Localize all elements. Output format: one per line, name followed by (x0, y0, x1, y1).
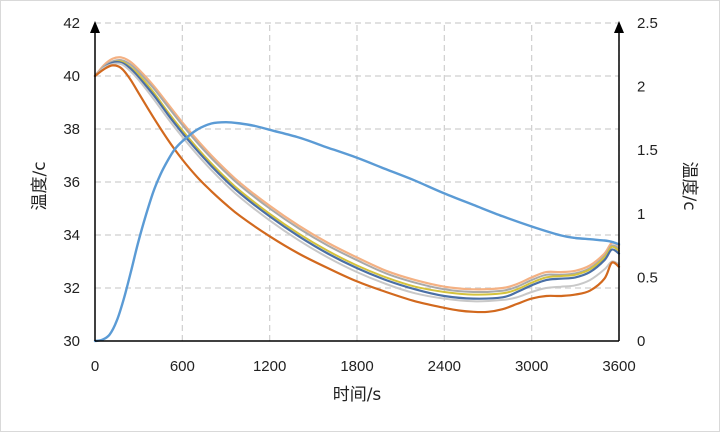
y-left-tick-label: 40 (63, 68, 80, 85)
y-axis-label-right: 温度/c (679, 161, 699, 210)
series-line-3 (94, 60, 620, 296)
x-tick-label: 1200 (253, 358, 286, 375)
x-tick-label: 3000 (515, 358, 548, 375)
series-line-7 (93, 121, 621, 343)
y-right-tick-label: 2.5 (637, 15, 658, 32)
y-left-tick-label: 32 (63, 280, 80, 297)
left-axis-arrow-icon (90, 21, 100, 33)
x-tick-label: 1800 (340, 358, 373, 375)
y-right-tick-label: 1.5 (637, 142, 658, 159)
y-axis-label-left: 温度/c (30, 161, 50, 210)
series-line-6 (93, 64, 621, 314)
series-line-1 (93, 56, 621, 291)
right-axis-arrow-icon (614, 21, 624, 33)
y-left-tick-label: 34 (63, 227, 80, 244)
tick-labels: 0 600 1200 1800 2400 3000 3600 30 32 34 36 38 40 42 0 0… (63, 15, 658, 375)
y-right-tick-label: 0 (637, 333, 645, 350)
x-axis-label: 时间/s (333, 385, 382, 405)
y-right-tick-label: 1 (637, 206, 645, 223)
y-left-tick-label: 38 (63, 121, 80, 138)
y-left-tick-label: 36 (63, 174, 80, 191)
gridlines (95, 22, 620, 341)
x-tick-label: 2400 (428, 358, 461, 375)
y-left-tick-label: 42 (63, 15, 80, 32)
x-tick-label: 0 (91, 358, 99, 375)
series-line-5 (94, 62, 620, 303)
series-lines (93, 56, 621, 343)
x-tick-label: 600 (170, 358, 195, 375)
axes (90, 21, 624, 342)
y-right-tick-label: 0.5 (637, 269, 658, 286)
y-right-tick-label: 2 (637, 79, 645, 96)
series-line-2 (94, 58, 620, 294)
series-line-4 (93, 61, 621, 300)
y-left-tick-label: 30 (63, 333, 80, 350)
x-tick-label: 3600 (602, 358, 635, 375)
